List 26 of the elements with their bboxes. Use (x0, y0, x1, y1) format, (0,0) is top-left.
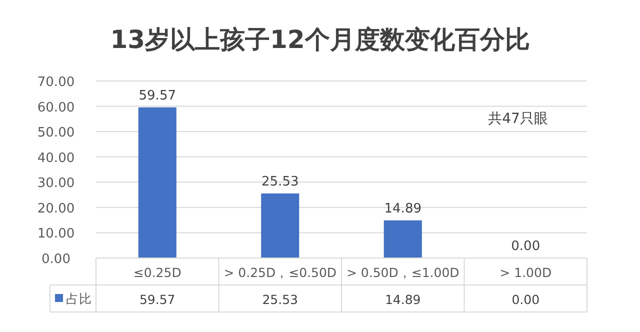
y-tick-label: 0.00 (42, 252, 70, 267)
x-tick-label: > 0.50D，≤1.00D (346, 265, 460, 280)
bar (384, 220, 422, 258)
x-tick-label: > 0.25D，≤0.50D (224, 265, 337, 280)
y-tick-label: 30.00 (37, 176, 75, 192)
y-tick-label: 60.00 (37, 100, 75, 116)
bar (138, 107, 176, 258)
text: 14.89 (384, 201, 422, 216)
x-tick-label: ≤0.25D (133, 265, 182, 280)
y-tick-label: 70.00 (37, 75, 75, 90)
data-label: 25.53 (262, 292, 298, 307)
annotation: 共47只眼 (488, 111, 548, 127)
text: 25.53 (262, 174, 299, 190)
bar (261, 193, 300, 258)
y-tick-label: 10.00 (37, 226, 75, 242)
data-label: 14.89 (384, 292, 421, 307)
y-tick-label: 50.00 (37, 126, 75, 141)
y-tick-label: 20.00 (37, 201, 75, 216)
data-label: 0.00 (512, 292, 540, 307)
data-label: 59.57 (139, 292, 176, 307)
text: 59.57 (138, 88, 176, 104)
text: 0.00 (511, 239, 540, 254)
x-tick-label: > 1.00D (500, 265, 552, 280)
y-tick-label: 40.00 (37, 150, 75, 166)
chart-title: 13岁以上孩子12个月度数变化百分比 (110, 25, 530, 54)
legend-label: 占比 (66, 291, 92, 306)
